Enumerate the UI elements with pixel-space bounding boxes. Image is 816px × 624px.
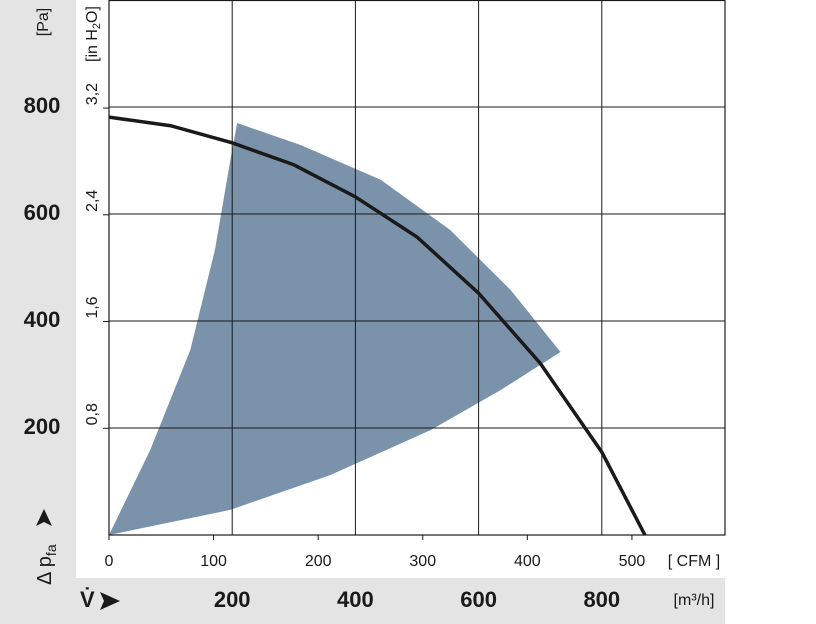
x-tick-label: 200 <box>214 587 251 612</box>
x2-tick-label: 0 <box>105 553 114 570</box>
x2-tick-label: 500 <box>619 553 646 570</box>
x-tick-label: 800 <box>583 587 620 612</box>
x2-label: [ CFM ] <box>668 553 720 570</box>
curve <box>108 115 647 536</box>
y-symbol-sub: fa <box>43 544 59 556</box>
x-tick-label: 400 <box>337 587 374 612</box>
plot <box>108 0 726 536</box>
x2-tick-label: 200 <box>305 553 332 570</box>
y-arrow <box>36 509 52 526</box>
y2-label: [in H2O] <box>84 6 103 62</box>
x2-tick-label: 400 <box>514 553 541 570</box>
x2-tick-label: 300 <box>409 553 436 570</box>
y-label: [Pa] <box>35 8 52 36</box>
left-band <box>0 0 76 624</box>
y2-tick-label: 3,2 <box>84 83 101 105</box>
y2-tick-label: 1,6 <box>84 296 101 318</box>
y-symbol: Δ pfa <box>34 544 58 585</box>
x2-tick-label: 100 <box>200 553 227 570</box>
y-symbol-main: Δ p <box>34 556 56 585</box>
y2-label-part: O] <box>84 6 101 23</box>
x-arrow <box>100 592 120 610</box>
operating-area <box>109 123 561 536</box>
y2-label-sub: 2 <box>91 23 103 29</box>
y-tick-label: 400 <box>24 307 61 332</box>
x-symbol: V̇ <box>80 587 95 612</box>
y2-label-part: [in H <box>84 29 101 62</box>
bottom-band <box>0 578 725 624</box>
y-tick-label: 200 <box>24 414 61 439</box>
x-tick-label: 600 <box>460 587 497 612</box>
y2-tick-label: 2,4 <box>84 190 101 212</box>
plot-frame <box>108 0 726 536</box>
y-tick-label: 600 <box>24 200 61 225</box>
y2-tick-label: 0,8 <box>84 403 101 425</box>
x-label: [m³/h] <box>674 592 715 609</box>
y-tick-label: 800 <box>24 93 61 118</box>
